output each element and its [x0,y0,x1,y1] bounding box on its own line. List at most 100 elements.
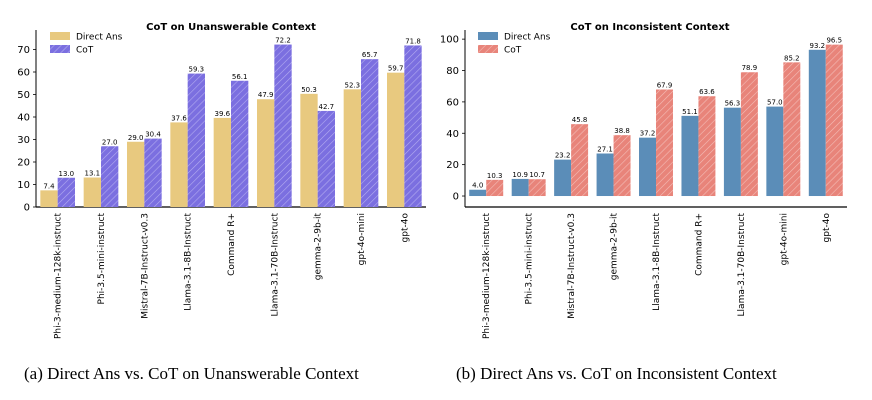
bar-direct [596,153,614,197]
bar-cot [361,59,379,207]
chart-title: CoT on Unanswerable Context [146,22,316,33]
bar-cot [274,44,292,207]
data-label: 7.4 [43,182,55,190]
data-label: 10.7 [529,171,545,179]
chart-inconsistent: CoT on Inconsistent Context 0 20 40 60 80 100 4… [440,22,847,339]
bar-cot [571,124,589,197]
y-tick-label: 100 [440,35,459,46]
data-label: 96.5 [826,37,842,45]
data-label: 45.8 [572,116,588,124]
data-label: 4.0 [472,182,483,190]
data-label: 30.4 [145,131,161,139]
data-label: 42.7 [319,103,335,111]
category-label: gpt-4o-mini [779,213,789,265]
caption-a: (a) Direct Ans vs. CoT on Unanswerable C… [24,364,359,383]
bar-cot [317,110,335,207]
bar-direct [723,107,741,197]
category-label: Llama-3.1-70B-Instruct [270,213,280,317]
data-label: 10.3 [487,172,503,180]
data-label: 63.6 [699,88,715,96]
y-tick-label: 20 [446,160,459,171]
y-tick-label: 40 [17,113,30,124]
data-label: 13.1 [85,170,101,178]
chart-title: CoT on Inconsistent Context [570,22,729,33]
data-label: 51.1 [682,108,698,116]
y-tick-label: 10 [17,180,30,191]
data-label: 85.2 [784,54,800,62]
data-label: 27.0 [102,138,118,146]
y-tick-label: 0 [453,192,459,203]
legend-swatch [50,32,70,40]
data-label: 56.3 [725,100,741,108]
data-label: 13.0 [59,170,75,178]
bar-cot [101,146,119,207]
bar-cot [783,62,801,197]
category-label: Llama-3.1-70B-Instruct [737,213,747,317]
data-label: 93.2 [809,42,825,50]
data-label: 65.7 [362,51,378,59]
data-label: 38.8 [614,127,630,135]
category-label: Phi-3.5-mini-instruct [97,213,107,305]
category-label: Llama-3.1-8B-Instruct [184,213,194,311]
data-label: 39.6 [215,110,231,118]
bar-direct [639,137,656,197]
data-label: 23.2 [555,152,571,160]
category-label: Phi-3.5-mini-instruct [525,213,535,305]
category-label: Llama-3.1-8B-Instruct [652,213,662,311]
bar-direct [127,141,145,207]
category-label: Command R+ [694,213,704,276]
data-label: 10.9 [512,171,528,179]
category-label: gpt-4o-mini [357,213,367,265]
y-tick-label: 70 [17,45,30,56]
bar-cot [144,138,162,207]
y-tick-label: 60 [446,97,459,108]
legend-label: Direct Ans [76,33,123,43]
bar-direct [808,49,826,197]
bar-direct [766,106,784,197]
category-label: Phi-3-medium-128k-instruct [54,213,64,340]
category-label: Command R+ [227,213,237,276]
category-label: Mistral-7B-Instruct-v0.3 [140,213,150,319]
bar-direct [257,99,275,207]
data-label: 52.3 [345,81,361,89]
bar-cot [740,72,758,197]
bar-direct [300,93,318,207]
bar-cot [231,80,249,207]
category-label: gemma-2-9b-it [314,213,324,281]
bar-cot [486,179,504,197]
data-label: 57.0 [767,99,783,107]
data-label: 72.2 [275,37,291,45]
legend-swatch [478,32,498,40]
y-tick-label: 60 [17,68,30,79]
bar-direct [387,72,405,207]
data-label: 71.8 [405,37,421,45]
bar-direct [83,177,101,207]
bar-direct [40,190,58,207]
data-label: 27.1 [597,146,613,154]
bar-direct [469,189,487,197]
bar-cot [613,135,631,197]
data-label: 37.2 [640,130,656,138]
legend-label: CoT [504,46,522,56]
data-label: 37.6 [171,114,187,122]
bar-cot [656,89,673,197]
bar-cot [404,45,422,208]
category-label: Mistral-7B-Instruct-v0.3 [567,213,577,319]
y-tick-label: 40 [446,129,459,140]
data-label: 29.0 [128,134,144,142]
legend-swatch [478,45,498,53]
bar-direct [511,178,529,197]
data-label: 50.3 [301,86,317,94]
data-label: 78.9 [742,64,758,72]
category-label: Phi-3-medium-128k-instruct [482,213,492,340]
bar-direct [170,122,188,207]
category-label: gpt-4o [400,213,410,243]
category-label: gpt-4o [822,213,832,243]
data-label: 67.9 [657,81,673,89]
bar-cot [187,73,205,207]
legend-label: CoT [76,46,94,56]
y-tick-label: 50 [17,90,30,101]
category-label: gemma-2-9b-it [610,213,620,281]
bar-direct [213,117,231,207]
